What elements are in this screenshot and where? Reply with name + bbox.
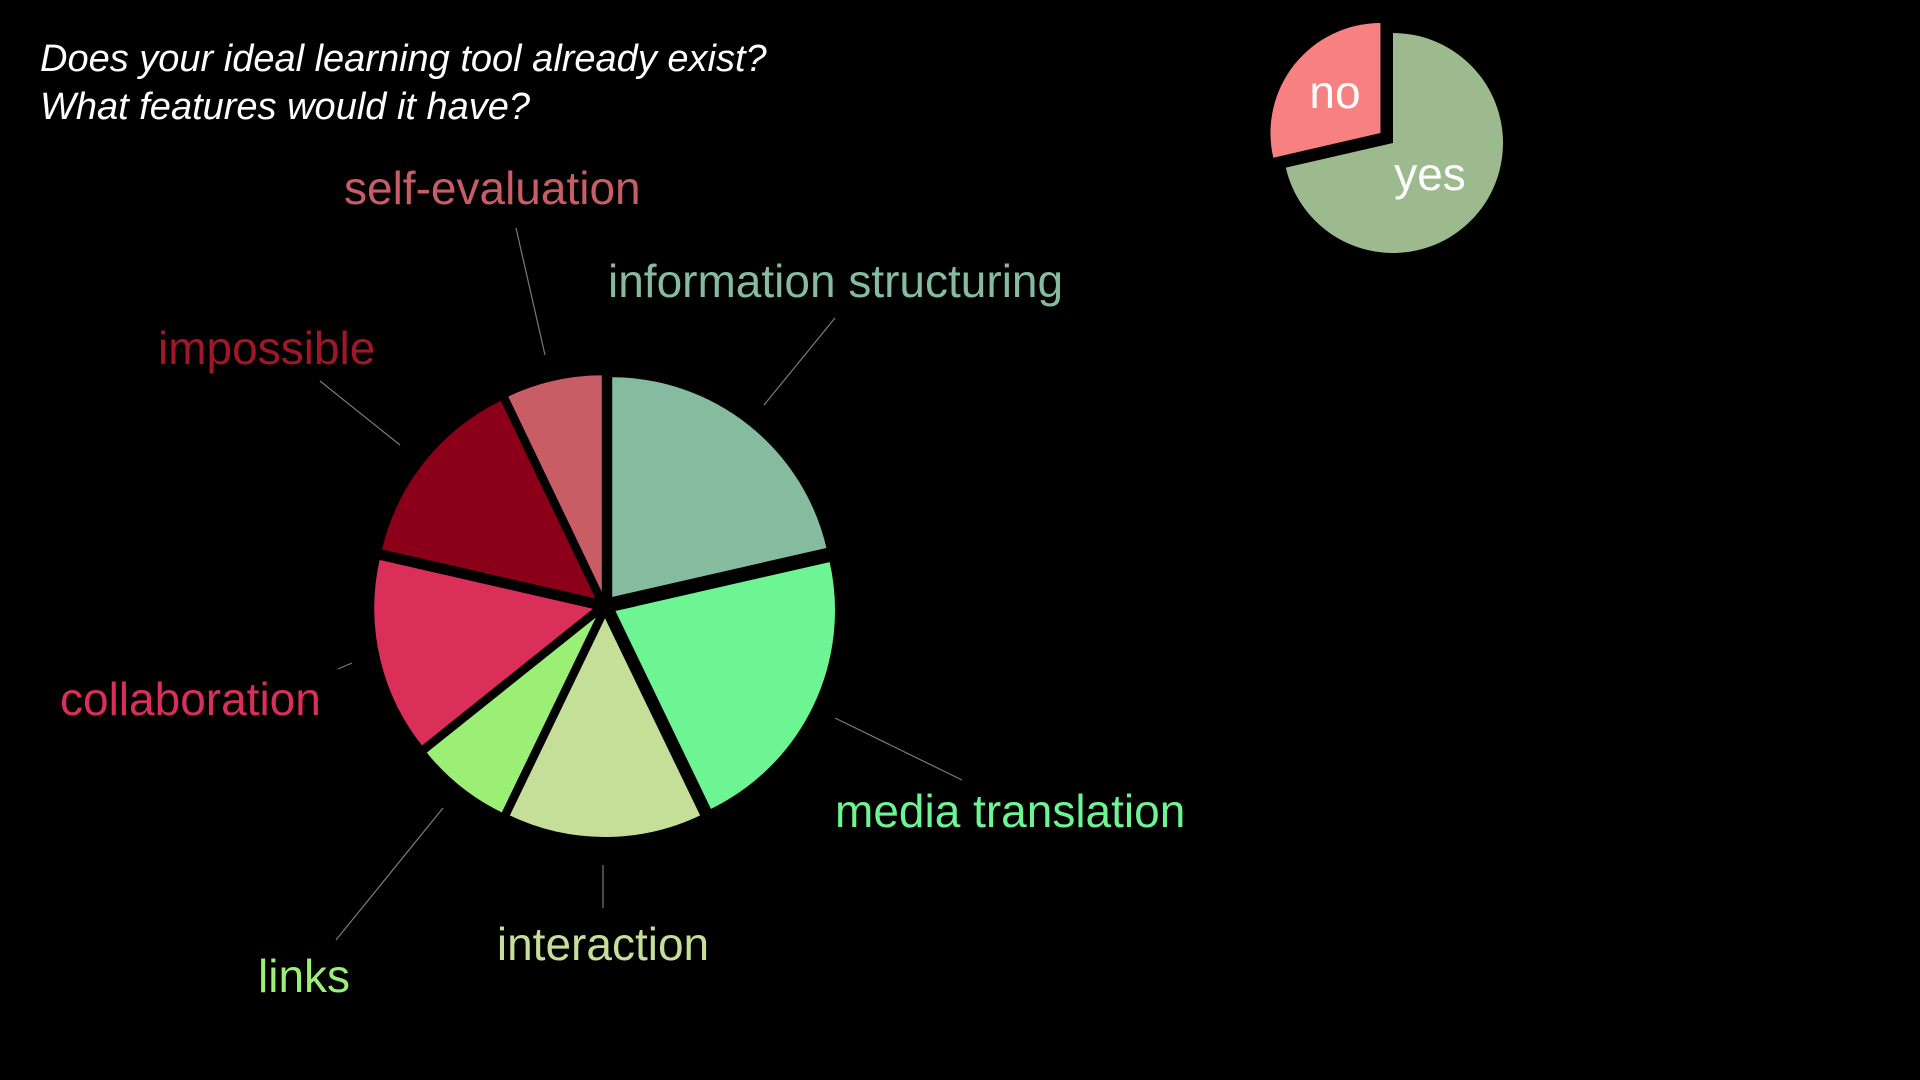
pie-slice-information-structuring (610, 375, 829, 600)
pie-slice-impossible (379, 398, 599, 602)
small-pie-label-no: no (1309, 66, 1360, 118)
leader-line-self-evaluation (515, 227, 546, 356)
leader-line-links (335, 807, 444, 941)
question-line-2: What features would it have? (40, 86, 531, 128)
pie-label-impossible: impossible (158, 322, 375, 374)
pie-label-interaction: interaction (497, 918, 709, 970)
question-line-1: Does your ideal learning tool already ex… (40, 38, 767, 80)
leader-line-media-translation (834, 717, 963, 781)
leader-line-information-structuring (763, 317, 836, 406)
small-pie-label-yes: yes (1394, 148, 1466, 200)
leader-line-collaboration (337, 662, 353, 670)
pie-label-collaboration: collaboration (60, 673, 321, 725)
pie-slice-media-translation (612, 559, 837, 812)
small-pie-slice-no (1270, 23, 1381, 158)
pie-label-media-translation: media translation (835, 785, 1185, 837)
pie-slice-collaboration (372, 557, 598, 749)
pie-slice-self-evaluation (505, 373, 604, 597)
pie-slice-links (423, 613, 600, 816)
pie-label-self-evaluation: self-evaluation (344, 162, 641, 214)
pie-label-links: links (258, 950, 350, 1002)
pie-label-information-structuring: information structuring (608, 255, 1063, 307)
small-pie-slice-yes (1285, 33, 1503, 253)
pie-slice-interaction (507, 613, 703, 839)
leader-line-impossible (319, 380, 401, 446)
